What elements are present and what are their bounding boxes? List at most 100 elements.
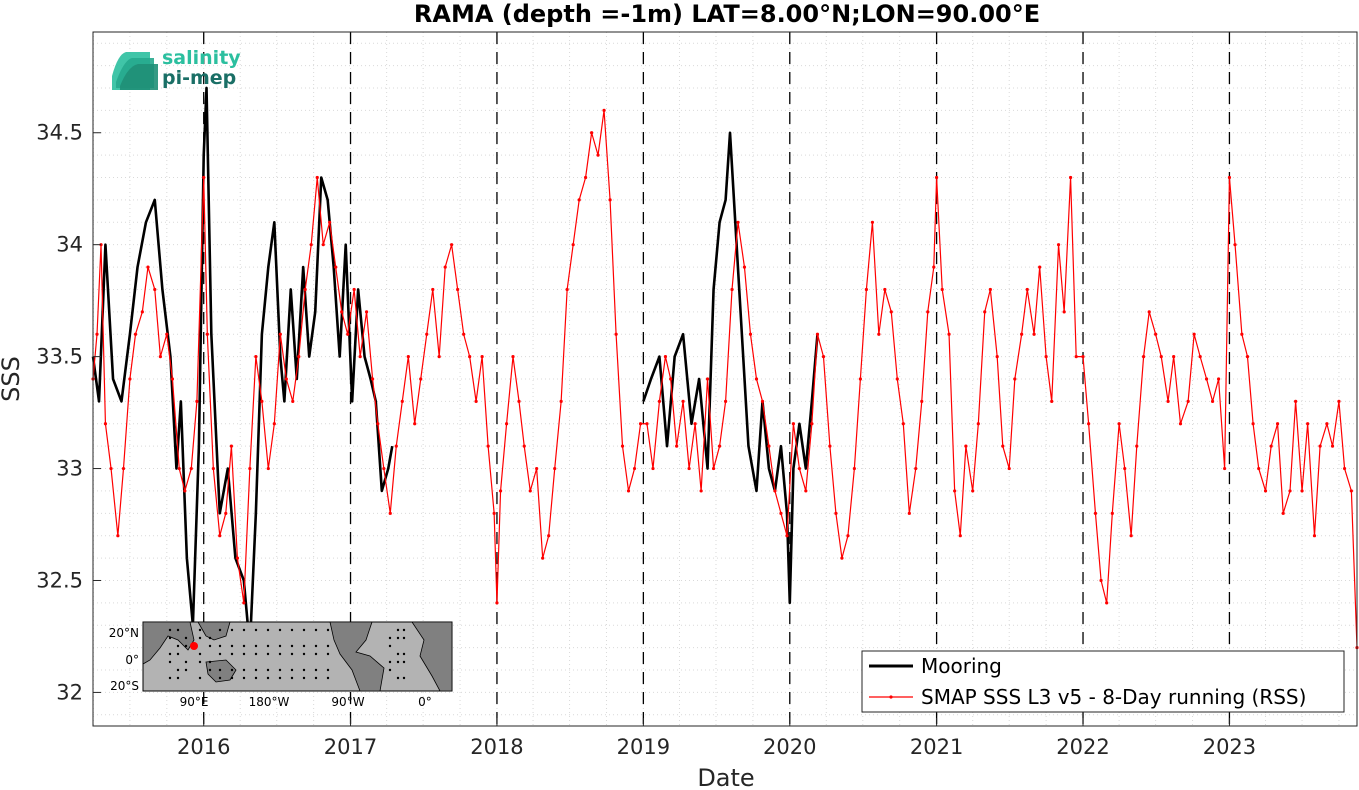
- map-mooring-dot: [396, 676, 400, 680]
- map-mooring-dot: [402, 652, 406, 656]
- series-smap-point: [1123, 466, 1127, 471]
- series-smap-point: [1325, 422, 1329, 426]
- series-smap-point: [846, 534, 850, 538]
- map-mooring-dot: [176, 652, 180, 656]
- series-smap-point: [133, 332, 138, 336]
- series-smap-point: [248, 466, 252, 471]
- y-tick-label: 32: [56, 680, 83, 704]
- inset-map-australia: [205, 659, 237, 683]
- series-smap-point: [804, 489, 808, 493]
- series-smap-point: [165, 332, 169, 336]
- series-smap-point: [1330, 444, 1335, 448]
- y-tick-label: 34: [56, 233, 83, 257]
- series-smap-point: [1020, 332, 1024, 336]
- series-smap-point: [614, 332, 618, 336]
- series-smap-point: [1062, 310, 1066, 314]
- series-smap-point: [358, 355, 362, 359]
- series-smap-point: [553, 466, 557, 471]
- map-mooring-dot: [208, 636, 212, 640]
- series-smap-point: [1306, 422, 1310, 426]
- series-mooring-line: [642, 131, 819, 605]
- series-smap-point: [205, 332, 209, 336]
- series-smap-point: [177, 466, 181, 471]
- series-smap-point: [730, 287, 734, 292]
- map-mooring-dot: [242, 628, 246, 632]
- map-mooring-dot: [168, 676, 172, 680]
- series-smap-point: [1233, 243, 1237, 247]
- series-smap-point: [1227, 175, 1232, 180]
- series-smap-point: [1294, 399, 1298, 403]
- series-smap-point: [797, 466, 802, 471]
- series-smap-point: [958, 534, 962, 538]
- map-mooring-dot: [198, 660, 202, 664]
- series-smap-point: [711, 466, 716, 471]
- series-smap-point: [547, 534, 551, 538]
- series-smap-point: [1110, 511, 1114, 515]
- series-smap-point: [932, 265, 936, 269]
- series-smap-point: [742, 265, 747, 269]
- map-mooring-dot: [198, 628, 202, 632]
- x-axis: 2016 2017 2018 2019 2020 2021 2022 2023: [177, 718, 1256, 759]
- map-mooring-dot: [208, 668, 212, 672]
- series-smap-point: [284, 377, 288, 381]
- map-mooring-dot: [230, 668, 234, 672]
- map-mooring-dot: [168, 628, 172, 632]
- map-mooring-dot: [218, 668, 222, 672]
- series-smap-point: [456, 287, 460, 292]
- map-mooring-dot: [402, 636, 406, 640]
- inset-map-africa: [411, 621, 453, 692]
- series-smap-point: [511, 355, 515, 359]
- y-tick-label: 33: [56, 457, 83, 481]
- map-mooring-dot: [302, 676, 306, 680]
- series-smap-point: [376, 422, 380, 426]
- series-mooring-line: [91, 86, 394, 649]
- logo-line1: salinity: [162, 47, 241, 69]
- series-smap-point: [821, 355, 826, 359]
- series-smap-point: [608, 198, 612, 202]
- map-mooring-dot: [388, 636, 392, 640]
- series-smap-point: [1251, 422, 1255, 426]
- series-smap-point: [413, 422, 417, 426]
- series-smap-point: [297, 355, 301, 359]
- chart-title: RAMA (depth =-1m) LAT=8.00°N;LON=90.00°E: [414, 0, 1040, 28]
- series-smap-point: [291, 399, 295, 403]
- series-smap-point: [1099, 578, 1103, 583]
- inset-map-ocean: [142, 621, 453, 692]
- series-smap-point: [394, 444, 398, 448]
- map-mooring-dot: [290, 652, 294, 656]
- legend-smap-label: SMAP SSS L3 v5 - 8-Day running (RSS): [921, 685, 1306, 709]
- map-mooring-dot: [198, 652, 202, 656]
- series-smap-point: [321, 243, 325, 247]
- map-mooring-dot: [254, 644, 258, 648]
- map-mooring-dot: [176, 668, 180, 672]
- series-smap-point: [480, 355, 484, 359]
- series-smap-point: [504, 422, 509, 426]
- series-smap-point: [883, 287, 887, 292]
- series-smap-point: [638, 422, 643, 426]
- legend-box: [861, 650, 1345, 713]
- y-axis: 32 32.5 33 33.5 34 34.5: [36, 121, 101, 704]
- series-smap-point: [602, 108, 606, 112]
- series-smap-point: [815, 332, 820, 336]
- series-smap-point: [785, 534, 789, 538]
- map-ylabel-0: 0°: [125, 653, 139, 667]
- map-mooring-dot: [326, 668, 330, 672]
- map-mooring-dot: [278, 668, 282, 672]
- map-mooring-dot: [184, 660, 188, 664]
- series-smap-point: [309, 243, 313, 247]
- map-mooring-dot: [326, 644, 330, 648]
- y-tick-label: 32.5: [36, 568, 83, 592]
- series-smap-point: [517, 399, 521, 403]
- map-mooring-dot: [396, 660, 400, 664]
- series-smap-point: [334, 265, 338, 269]
- salinity-pi-mep-logo: salinity pi-mep: [112, 47, 241, 90]
- inset-map-location-marker: [190, 642, 198, 650]
- series-smap-point: [170, 377, 175, 381]
- series-smap-point: [1038, 265, 1042, 269]
- series-smap-point: [1240, 332, 1244, 336]
- series-smap-point: [953, 489, 957, 493]
- map-mooring-dot: [184, 636, 188, 640]
- map-mooring-dot: [184, 644, 188, 648]
- series-smap-point: [272, 422, 276, 426]
- series-smap-point: [914, 466, 918, 471]
